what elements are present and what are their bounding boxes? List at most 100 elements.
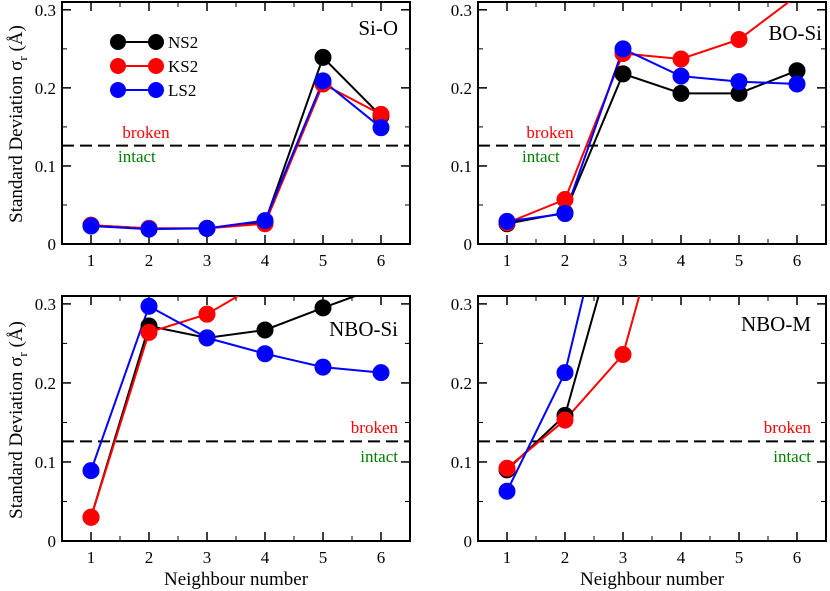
series-line-ks2 xyxy=(506,2,791,224)
panel-si-o: 1 2 3 4 5 6 0 0.1 0.2 0.3 broken intact Si-O NS2 KS2 LS… xyxy=(35,1,411,270)
x-tick-label: 5 xyxy=(319,548,328,567)
point-ns2 xyxy=(314,48,332,66)
point-ks2 xyxy=(614,345,632,363)
point-ls2 xyxy=(556,364,574,382)
x-tick-label: 6 xyxy=(793,251,802,270)
series-group xyxy=(82,48,390,238)
point-ks2 xyxy=(198,305,216,323)
series-line-ns2 xyxy=(90,296,359,518)
point-ls2 xyxy=(198,329,216,347)
series-group xyxy=(498,296,641,500)
series-line-ls2 xyxy=(90,79,382,231)
panel-title: NBO-Si xyxy=(329,317,398,341)
panel-bo-si: 1 2 3 4 5 6 0 0.1 0.2 0.3 broken intact BO-Si xyxy=(451,1,827,270)
y-tick-label: 0.2 xyxy=(35,79,56,98)
x-tick-label: 3 xyxy=(619,548,628,567)
point-ks2 xyxy=(672,50,690,68)
series-line-ls2 xyxy=(506,296,585,492)
x-tick-label: 2 xyxy=(145,251,154,270)
x-tick-label: 5 xyxy=(319,251,328,270)
x-tick-label: 1 xyxy=(503,548,512,567)
y-axis-label-top-sub: r xyxy=(15,56,30,61)
x-tick-label: 5 xyxy=(735,548,744,567)
x-tick-label: 4 xyxy=(677,548,686,567)
y-axis-label-bottom-unit: (Å) xyxy=(6,321,27,352)
point-ns2 xyxy=(256,321,274,339)
x-tick-label: 4 xyxy=(261,548,270,567)
panel-title: BO-Si xyxy=(768,21,822,45)
panel-title: Si-O xyxy=(358,16,398,40)
panel-title: NBO-M xyxy=(741,312,811,336)
threshold-label-broken: broken xyxy=(122,123,170,142)
x-tick-label: 6 xyxy=(377,548,386,567)
x-tick-label: 6 xyxy=(377,251,386,270)
series-line-ls2 xyxy=(506,47,798,223)
point-ls2 xyxy=(672,67,690,85)
y-tick-label: 0 xyxy=(48,532,57,551)
legend-marker-ks2 xyxy=(148,58,164,74)
x-tick-label: 5 xyxy=(735,251,744,270)
y-tick-label: 0.3 xyxy=(451,295,472,314)
y-tick-label: 0.2 xyxy=(35,374,56,393)
point-ns2 xyxy=(672,84,690,102)
legend-marker-ls2 xyxy=(110,82,126,98)
x-tick-label: 6 xyxy=(793,548,802,567)
x-tick-label: 2 xyxy=(561,251,570,270)
point-ls2 xyxy=(256,345,274,363)
x-tick-label: 3 xyxy=(203,251,212,270)
y-axis-label-top-main: Standard Deviation σ xyxy=(6,61,27,223)
threshold-label-broken: broken xyxy=(764,418,812,437)
point-ns2 xyxy=(314,299,332,317)
point-ls2 xyxy=(498,482,516,500)
point-ls2 xyxy=(498,212,516,230)
y-tick-label: 0.3 xyxy=(35,1,56,20)
threshold-label-intact: intact xyxy=(118,147,156,166)
x-tick-label: 3 xyxy=(619,251,628,270)
legend-marker-ns2 xyxy=(110,34,126,50)
legend-label-ns2: NS2 xyxy=(168,33,198,52)
point-ls2 xyxy=(788,75,806,93)
y-axis-label-bottom: Standard Deviation σr (Å) xyxy=(6,321,30,519)
x-tick-label: 4 xyxy=(677,251,686,270)
x-tick-label: 2 xyxy=(145,548,154,567)
threshold-label-broken: broken xyxy=(526,123,574,142)
series-line-ks2 xyxy=(90,296,241,518)
threshold-label-intact: intact xyxy=(773,447,811,466)
y-tick-label: 0 xyxy=(48,235,57,254)
y-tick-label: 0.1 xyxy=(451,157,472,176)
y-tick-label: 0 xyxy=(464,235,473,254)
x-axis-label-left: Neighbour number xyxy=(164,569,309,590)
legend-marker-ls2 xyxy=(148,82,164,98)
point-ls2 xyxy=(556,205,574,223)
y-tick-label: 0.3 xyxy=(35,295,56,314)
y-axis-label-top-unit: (Å) xyxy=(6,25,27,56)
series-group xyxy=(498,2,806,233)
x-axis-label-right: Neighbour number xyxy=(580,569,725,590)
legend-label-ls2: LS2 xyxy=(168,81,196,100)
point-ls2 xyxy=(730,73,748,91)
point-ls2 xyxy=(140,220,158,238)
y-tick-label: 0.1 xyxy=(35,157,56,176)
legend-marker-ks2 xyxy=(110,58,126,74)
x-tick-label: 1 xyxy=(87,548,96,567)
x-tick-label: 4 xyxy=(261,251,270,270)
x-tick-label: 1 xyxy=(87,251,96,270)
legend: NS2 KS2 LS2 xyxy=(110,33,198,100)
point-ks2 xyxy=(140,323,158,341)
y-tick-label: 0.1 xyxy=(35,453,56,472)
series-line-ls2 xyxy=(90,304,382,471)
point-ks2 xyxy=(730,30,748,48)
series-line-ns2 xyxy=(506,296,600,471)
y-tick-label: 0.2 xyxy=(451,374,472,393)
threshold-label-intact: intact xyxy=(360,447,398,466)
point-ks2 xyxy=(498,459,516,477)
panel-nbo-si: 1 2 3 4 5 6 0 0.1 0.2 0.3 broken intact NBO-Si xyxy=(35,295,411,567)
x-tick-label: 3 xyxy=(203,548,212,567)
threshold-label-intact: intact xyxy=(522,147,560,166)
y-tick-label: 0.2 xyxy=(451,79,472,98)
point-ls2 xyxy=(372,119,390,137)
x-tick-label: 2 xyxy=(561,548,570,567)
series-line-ns2 xyxy=(90,55,382,230)
panel-nbo-m: 1 2 3 4 5 6 0 0.1 0.2 0.3 broken intact NBO-M xyxy=(451,295,827,567)
